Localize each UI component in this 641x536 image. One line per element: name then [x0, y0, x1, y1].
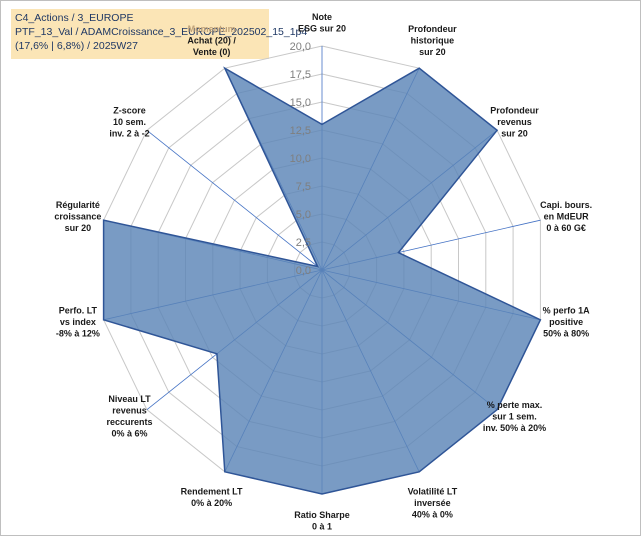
axis-label-7: Ratio Sharpe 0 à 1	[294, 510, 350, 532]
axis-label-6: Volatilité LT inversée 40% à 0%	[408, 487, 458, 520]
axis-label-line: sur 20	[419, 47, 446, 57]
axis-label-line: en MdEUR	[544, 212, 590, 222]
axis-label-line: revenus	[112, 406, 147, 416]
axis-label-line: Z-score	[113, 106, 146, 116]
axis-label-line: Capi. bours.	[540, 200, 592, 210]
tick-label-5: 12,5	[290, 125, 311, 137]
axis-label-12: Z-score 10 sem. inv. 2 à -2	[109, 106, 149, 139]
axis-label-line: Perfo. LT	[59, 305, 98, 315]
axis-label-11: Régularité croissance sur 20	[54, 200, 101, 233]
axis-label-line: positive	[549, 317, 583, 327]
axis-label-line: croissance	[54, 212, 101, 222]
axis-label-2: Profondeur revenus sur 20	[490, 106, 539, 139]
tick-label-7: 17,5	[290, 69, 311, 81]
axis-label-line: Vente (0)	[193, 47, 231, 57]
axis-label-line: sur 20	[65, 223, 92, 233]
tick-label-6: 15,0	[290, 97, 311, 109]
tick-label-4: 10,0	[290, 153, 311, 165]
tick-label-0: 0,0	[296, 265, 311, 277]
axis-label-line: inv. 50% à 20%	[483, 423, 546, 433]
axis-label-line: Régularité	[56, 200, 100, 210]
tick-label-1: 2,5	[296, 237, 311, 249]
axis-label-line: Niveau LT	[108, 394, 151, 404]
axis-label-line: sur 20	[501, 129, 528, 139]
axis-label-line: % perte max.	[487, 400, 543, 410]
chart-header: C4_Actions / 3_EUROPE PTF_13_Val / ADAMC…	[11, 9, 308, 59]
tick-label-2: 5,0	[296, 209, 311, 221]
axis-label-line: % perfo 1A	[543, 305, 591, 315]
axis-spoke-12	[146, 129, 323, 271]
axis-label-line: Ratio Sharpe	[294, 510, 350, 520]
axis-label-8: Rendement LT 0% à 20%	[181, 487, 243, 509]
tick-label-3: 7,5	[296, 181, 311, 193]
axis-label-line: Achat (20) /	[187, 35, 236, 45]
axis-label-3: Capi. bours. en MdEUR 0 à 60 G€	[540, 200, 592, 233]
axis-label-line: ESG sur 20	[298, 24, 346, 34]
tick-label-8: 20,0	[290, 41, 311, 53]
header-line-1: C4_Actions / 3_EUROPE	[15, 12, 134, 24]
axis-label-line: Volatilité LT	[408, 487, 458, 497]
series-area	[102, 66, 542, 495]
axis-label-line: Note	[312, 12, 332, 22]
axis-label-line: revenus	[497, 117, 532, 127]
axis-label-5: % perte max. sur 1 sem. inv. 50% à 20%	[483, 400, 546, 433]
axis-label-0: Note ESG sur 20	[298, 12, 346, 34]
axis-label-line: Momentum	[188, 24, 236, 34]
axis-label-line: -8% à 12%	[56, 328, 100, 338]
header-line-3: (17,6% | 6,8%) / 2025W27	[15, 40, 138, 52]
axis-label-line: Rendement LT	[181, 487, 243, 497]
axis-label-line: 0% à 6%	[111, 429, 147, 439]
axis-label-line: Profondeur	[490, 106, 539, 116]
axis-label-line: 0 à 60 G€	[546, 223, 586, 233]
axis-label-line: vs index	[60, 317, 96, 327]
axis-label-line: 50% à 80%	[543, 328, 589, 338]
axis-label-line: reccurents	[106, 417, 152, 427]
header-line-2: PTF_13_Val / ADAMCroissance_3_EUROPE_202…	[15, 26, 308, 38]
axis-label-line: 10 sem.	[113, 117, 146, 127]
axis-label-line: Profondeur	[408, 24, 457, 34]
axis-label-line: 40% à 0%	[412, 510, 453, 520]
axis-label-line: 0% à 20%	[191, 498, 232, 508]
axis-label-13: Momentum Achat (20) / Vente (0)	[187, 24, 236, 57]
axis-label-line: sur 1 sem.	[492, 411, 537, 421]
axis-label-10: Perfo. LT vs index -8% à 12%	[56, 305, 100, 338]
axis-label-line: historique	[411, 35, 455, 45]
axis-label-line: 0 à 1	[312, 522, 332, 532]
axis-label-4: % perfo 1A positive 50% à 80%	[543, 305, 591, 338]
axis-label-9: Niveau LT revenus reccurents 0% à 6%	[106, 394, 152, 439]
axis-label-line: inversée	[414, 498, 451, 508]
axis-label-line: inv. 2 à -2	[109, 129, 149, 139]
axis-label-1: Profondeur historique sur 20	[408, 24, 457, 57]
